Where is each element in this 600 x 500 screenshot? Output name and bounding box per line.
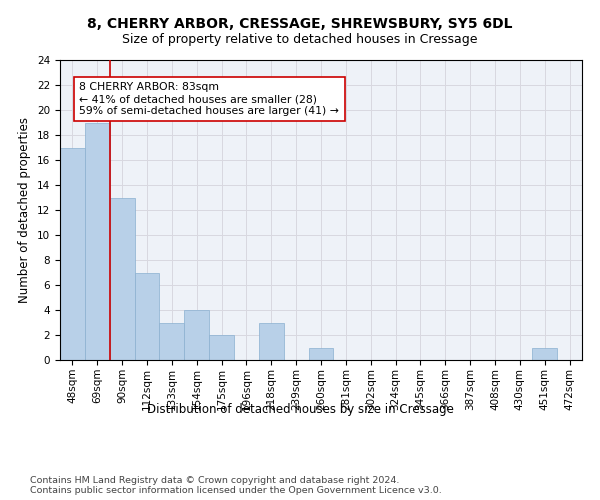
Bar bbox=[532, 348, 557, 360]
Bar bbox=[209, 335, 234, 360]
Bar bbox=[160, 322, 184, 360]
Text: Distribution of detached houses by size in Cressage: Distribution of detached houses by size … bbox=[146, 402, 454, 415]
Bar bbox=[259, 322, 284, 360]
Bar bbox=[85, 122, 110, 360]
Bar bbox=[134, 272, 160, 360]
Y-axis label: Number of detached properties: Number of detached properties bbox=[19, 117, 31, 303]
Text: 8 CHERRY ARBOR: 83sqm
← 41% of detached houses are smaller (28)
59% of semi-deta: 8 CHERRY ARBOR: 83sqm ← 41% of detached … bbox=[79, 82, 339, 116]
Bar bbox=[308, 348, 334, 360]
Text: Contains HM Land Registry data © Crown copyright and database right 2024.
Contai: Contains HM Land Registry data © Crown c… bbox=[30, 476, 442, 495]
Bar bbox=[60, 148, 85, 360]
Text: Size of property relative to detached houses in Cressage: Size of property relative to detached ho… bbox=[122, 32, 478, 46]
Text: 8, CHERRY ARBOR, CRESSAGE, SHREWSBURY, SY5 6DL: 8, CHERRY ARBOR, CRESSAGE, SHREWSBURY, S… bbox=[87, 18, 513, 32]
Bar bbox=[184, 310, 209, 360]
Bar bbox=[110, 198, 134, 360]
